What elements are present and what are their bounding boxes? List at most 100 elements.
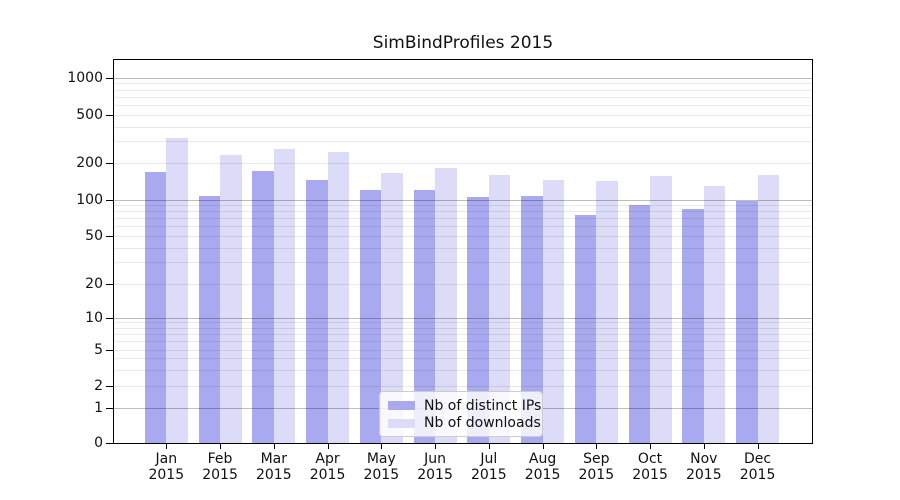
gridline-minor [114, 105, 812, 107]
legend-swatch-distinct-ips [388, 401, 415, 411]
gridline-minor [114, 226, 812, 228]
bar-downloads-mar [273, 148, 296, 443]
gridline-minor [114, 358, 812, 360]
gridline-minor [114, 341, 812, 343]
gridline-minor [114, 322, 812, 324]
x-axis-tick-year: 2015 [470, 467, 507, 483]
x-axis-tick-label-nov: Nov 2015 [685, 451, 722, 483]
y-axis-tick-mark [106, 408, 113, 409]
y-axis-tick-label-1000: 1000 [67, 69, 103, 86]
y-axis-tick-label-5: 5 [94, 341, 103, 358]
y-axis-tick-mark [106, 443, 113, 444]
x-axis-tick-mark [703, 444, 705, 449]
bar-downloads-jun [435, 167, 457, 443]
y-axis-tick-label-100: 100 [76, 191, 103, 208]
y-axis-tick-mark [106, 386, 113, 387]
x-axis-tick-year: 2015 [309, 467, 346, 483]
gridline-minor [114, 386, 812, 387]
gridline-minor [114, 283, 812, 285]
x-axis-tick-label-feb: Feb 2015 [202, 451, 238, 483]
y-axis-tick-mark [106, 349, 113, 351]
bar-downloads-nov [703, 186, 726, 443]
y-axis-tick-mark [106, 283, 113, 285]
legend-label-distinct-ips: Nb of distinct IPs [424, 397, 542, 414]
x-axis-tick-year: 2015 [417, 467, 453, 483]
x-axis-tick-mark [220, 444, 222, 449]
gridline-minor [114, 211, 812, 213]
x-axis-tick-mark [273, 444, 275, 449]
gridline-major [114, 77, 812, 79]
gridline-minor [114, 236, 812, 237]
legend: Nb of distinct IPs Nb of downloads [379, 391, 543, 437]
x-axis-tick-mark [166, 444, 168, 449]
bar-downloads-apr [327, 151, 350, 443]
x-axis-tick-label-mar: Mar 2015 [255, 451, 292, 483]
y-axis-tick-label-0: 0 [94, 435, 103, 451]
bar-distinct-ips-nov [682, 208, 704, 443]
x-axis-tick-mark [435, 444, 437, 449]
gridline-minor [114, 327, 812, 329]
gridline-minor [114, 262, 812, 264]
bar-distinct-ips-apr [306, 180, 328, 443]
y-axis-tick-mark [106, 162, 113, 164]
y-axis-tick-label-1: 1 [94, 400, 103, 416]
gridline-minor [114, 247, 812, 249]
x-axis-tick-label-sep: Sep 2015 [578, 451, 615, 483]
bar-distinct-ips-oct [628, 205, 651, 443]
gridline-minor [114, 218, 812, 220]
gridline-minor [114, 205, 812, 207]
bar-downloads-feb [220, 155, 242, 443]
gridline-minor [114, 369, 812, 371]
legend-entry-distinct-ips: Nb of distinct IPs [388, 398, 541, 414]
bar-downloads-dec [757, 174, 780, 443]
y-axis-tick-mark [106, 199, 113, 201]
bar-distinct-ips-jul [467, 197, 489, 443]
x-axis-tick-mark [381, 444, 383, 449]
gridline-major [114, 199, 812, 201]
bar-distinct-ips-aug [521, 196, 543, 443]
bar-distinct-ips-mar [252, 170, 274, 443]
x-axis-tick-label-aug: Aug 2015 [524, 451, 561, 483]
gridline-minor [114, 89, 812, 91]
gridline-major [114, 317, 812, 319]
y-axis-tick-mark [106, 236, 113, 237]
bar-downloads-sep [596, 180, 618, 443]
x-axis-tick-label-may: May 2015 [363, 451, 400, 483]
x-axis-tick-mark [596, 444, 598, 449]
bar-distinct-ips-may [359, 190, 382, 443]
bar-downloads-jan [166, 138, 188, 443]
bar-distinct-ips-feb [198, 195, 221, 443]
x-axis-tick-year: 2015 [632, 467, 668, 483]
bar-downloads-oct [650, 176, 672, 443]
x-axis-tick-year: 2015 [202, 467, 238, 483]
x-axis-tick-year: 2015 [363, 467, 400, 483]
bar-downloads-may [381, 173, 403, 443]
y-axis-tick-label-20: 20 [85, 275, 103, 292]
gridline-minor [114, 96, 812, 98]
legend-entry-downloads: Nb of downloads [388, 415, 541, 431]
chart-title: SimBindProfiles 2015 [372, 33, 554, 53]
x-axis-tick-year: 2015 [148, 467, 185, 483]
x-axis-tick-label-jan: Jan 2015 [148, 451, 185, 483]
gridline-minor [114, 126, 812, 128]
y-axis-tick-label-500: 500 [76, 107, 103, 123]
bar-downloads-jul [488, 174, 511, 443]
x-axis-tick-mark [757, 444, 759, 449]
bar-distinct-ips-jan [144, 172, 167, 443]
y-axis-tick-label-10: 10 [85, 309, 103, 326]
x-axis-tick-label-apr: Apr 2015 [309, 451, 346, 483]
x-axis-tick-year: 2015 [524, 467, 561, 483]
bar-distinct-ips-jun [413, 189, 436, 443]
y-axis-tick-mark [106, 77, 113, 79]
bars-layer [114, 60, 812, 443]
gridline-minor [114, 83, 812, 85]
bar-distinct-ips-dec [736, 201, 758, 443]
y-axis-tick-label-50: 50 [85, 228, 103, 244]
y-axis-tick-label-2: 2 [94, 378, 103, 394]
x-axis-tick-year: 2015 [255, 467, 292, 483]
x-axis-tick-label-dec: Dec 2015 [739, 451, 776, 483]
gridline-minor [114, 162, 812, 164]
y-axis-tick-label-200: 200 [76, 154, 103, 171]
x-axis-tick-mark [488, 444, 490, 449]
